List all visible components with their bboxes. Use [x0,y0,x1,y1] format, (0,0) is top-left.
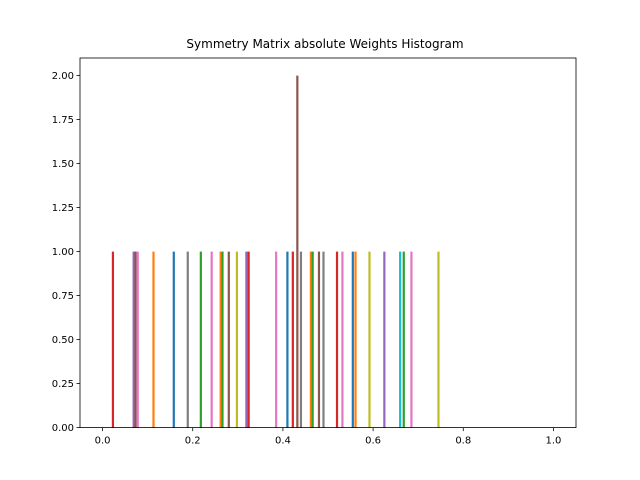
histogram-bar [227,251,230,428]
histogram-bar [383,251,386,428]
histogram-bar [199,251,202,428]
histogram-bar [402,251,405,428]
x-axis: 0.0 0.2 0.4 0.6 0.8 1.0 [95,427,562,447]
histogram-bar [221,251,224,428]
histogram-bar [341,251,344,428]
histogram-bar [299,251,303,428]
y-tick-label: 1.25 [52,203,74,214]
histogram-bar [311,251,314,428]
histogram-bar [186,251,189,428]
histogram-bar [286,251,289,428]
histogram-bar [351,251,354,428]
histogram-bar [172,251,175,428]
bars-group [111,75,440,428]
y-tick-label: 2.00 [52,71,74,82]
histogram-bar [275,251,278,428]
y-tick-label: 0.00 [52,423,74,434]
x-tick-label: 0.4 [275,436,291,447]
histogram-bar [152,251,155,428]
histogram-bar [322,251,325,428]
y-tick-label: 0.50 [52,335,74,346]
histogram-bar [354,251,357,428]
y-tick-label: 1.75 [52,115,74,126]
histogram-bar [219,251,222,428]
x-tick-label: 1.0 [546,436,562,447]
y-axis: 0.00 0.25 0.50 0.75 1.00 1.25 1.50 1.75 2.00 [52,71,80,434]
histogram-bar [245,251,248,428]
histogram-bar [291,251,294,428]
histogram-bar [134,251,137,428]
histogram-bar [296,75,299,428]
x-tick-label: 0.6 [365,436,381,447]
x-tick-label: 0.0 [95,436,111,447]
histogram-bar [210,251,213,428]
histogram-bar [317,251,321,428]
x-tick-label: 0.2 [185,436,201,447]
histogram-bar [410,251,413,428]
histogram-bar [136,251,139,428]
plot-frame [79,57,577,429]
histogram-bar [235,251,239,428]
histogram-bar [368,251,371,428]
histogram-bar [309,251,312,428]
y-tick-label: 1.50 [52,159,74,170]
y-tick-label: 0.75 [52,291,74,302]
histogram-bar [132,251,135,428]
y-tick-label: 1.00 [52,247,74,258]
y-tick-label: 0.25 [52,379,74,390]
chart-title: Symmetry Matrix absolute Weights Histogr… [186,37,463,51]
x-tick-label: 0.8 [455,436,471,447]
histogram-bar [335,251,339,428]
histogram-bar [111,251,115,428]
histogram-bar [247,251,250,428]
histogram-bar [437,251,440,428]
histogram-bar [399,251,402,428]
